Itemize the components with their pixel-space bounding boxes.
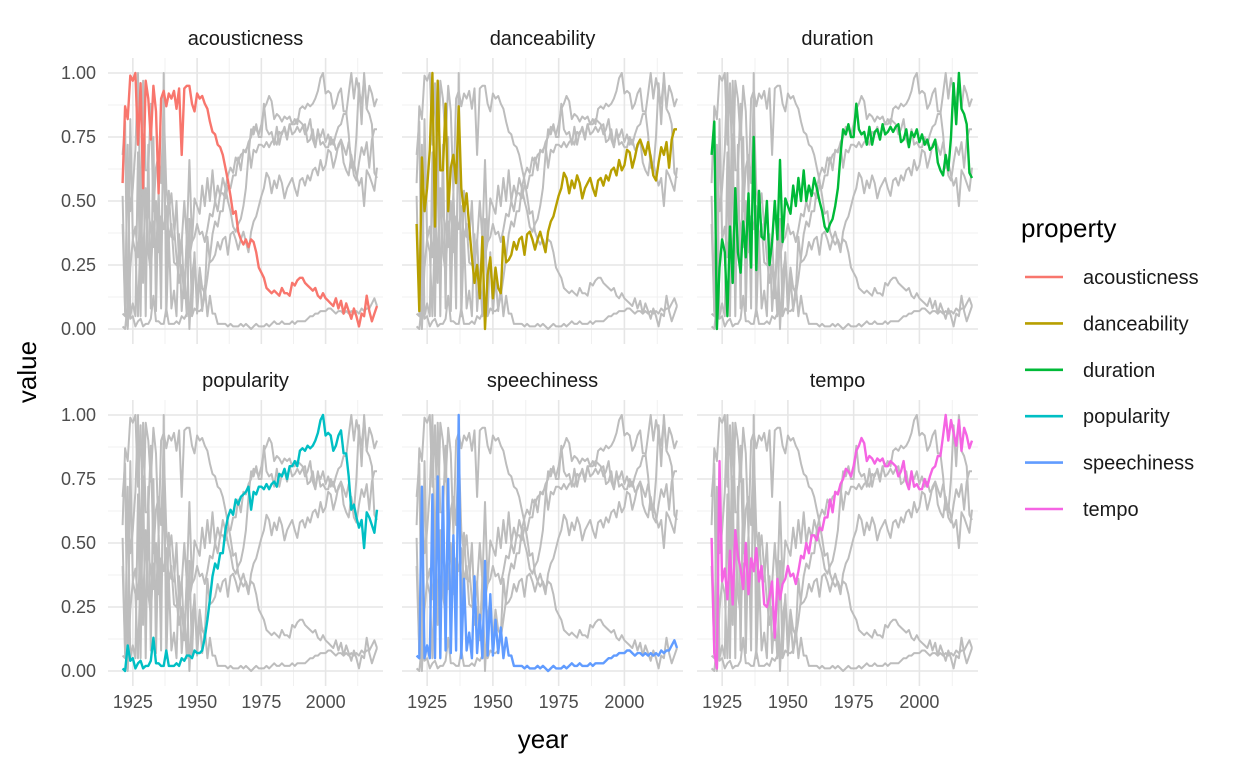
facet-panels: acousticness 0.00 0.25 0.50 0.75 1.00 danceabi… (61, 28, 978, 712)
series-line-duration (710, 71, 974, 331)
background-series-line-popularity (415, 414, 678, 672)
x-tick-label: 2000 (306, 692, 346, 712)
facet-strip-label: acousticness (188, 28, 304, 50)
background-series-line-popularity (710, 414, 973, 672)
x-tick-label: 1950 (768, 692, 808, 712)
x-tick-label: 1925 (113, 692, 153, 712)
background-series-line-speechiness (121, 414, 378, 672)
x-tick-label: 1975 (539, 692, 579, 712)
series-line-acousticness (121, 71, 379, 328)
x-tick-label: 1975 (241, 692, 281, 712)
facet-strip-label: speechiness (487, 370, 598, 392)
y-tick-label: 1.00 (61, 63, 96, 83)
facet-panel-tempo: tempo 1925 1950 1975 2000 (697, 370, 978, 712)
legend-label-duration: duration (1083, 360, 1155, 382)
y-tick-label: 0.50 (61, 191, 96, 211)
legend-label-danceability: danceability (1083, 313, 1189, 335)
legend-label-popularity: popularity (1083, 406, 1170, 428)
series-line-speechiness (415, 413, 679, 673)
y-tick-label: 0.50 (61, 533, 96, 553)
facet-panel-acousticness: acousticness 0.00 0.25 0.50 0.75 1.00 (61, 28, 383, 344)
legend-title: property (1021, 213, 1116, 243)
background-series-line-tempo (415, 72, 678, 328)
facet-panel-danceability: danceability (402, 28, 683, 344)
facet-strip-label: tempo (810, 370, 866, 392)
background-series-line-speechiness (121, 72, 378, 330)
facet-panel-speechiness: speechiness 1925 1950 1975 2000 (402, 370, 683, 712)
background-series-line-speechiness (710, 414, 973, 672)
y-tick-label: 0.00 (61, 661, 96, 681)
background-series-line-popularity (415, 72, 678, 330)
x-tick-label: 1975 (834, 692, 874, 712)
background-series-line-popularity (710, 72, 973, 330)
background-series-line-tempo (121, 72, 378, 328)
facet-strip-label: danceability (490, 28, 596, 50)
x-tick-label: 1925 (702, 692, 742, 712)
y-axis-title: value (12, 341, 42, 403)
y-tick-label: 0.00 (61, 319, 96, 339)
background-series-line-tempo (121, 414, 378, 670)
series-line-tempo (710, 413, 974, 670)
facet-panel-popularity: popularity 0.00 0.25 0.50 0.75 1.00 1925 1950 19… (61, 370, 383, 712)
x-tick-label: 1950 (177, 692, 217, 712)
legend-label-acousticness: acousticness (1083, 267, 1199, 289)
x-tick-label: 2000 (604, 692, 644, 712)
y-tick-label: 0.75 (61, 469, 96, 489)
series-line-danceability (415, 71, 677, 331)
y-tick-label: 0.25 (61, 255, 96, 275)
y-tick-label: 0.75 (61, 127, 96, 147)
facet-panel-duration: duration (697, 28, 978, 344)
legend-label-tempo: tempo (1083, 499, 1139, 521)
series-line-popularity (121, 413, 379, 673)
background-series-line-popularity (121, 72, 378, 330)
x-tick-label: 1925 (407, 692, 447, 712)
x-tick-label: 2000 (899, 692, 939, 712)
facet-strip-label: popularity (202, 370, 289, 392)
x-axis-title: year (518, 724, 569, 754)
y-tick-label: 0.25 (61, 597, 96, 617)
facet-strip-label: duration (801, 28, 873, 50)
y-tick-label: 1.00 (61, 405, 96, 425)
background-series-line-speechiness (415, 72, 678, 330)
legend-label-speechiness: speechiness (1083, 453, 1194, 475)
x-tick-label: 1950 (473, 692, 513, 712)
legend: property acousticness danceability duratio… (1021, 213, 1199, 521)
